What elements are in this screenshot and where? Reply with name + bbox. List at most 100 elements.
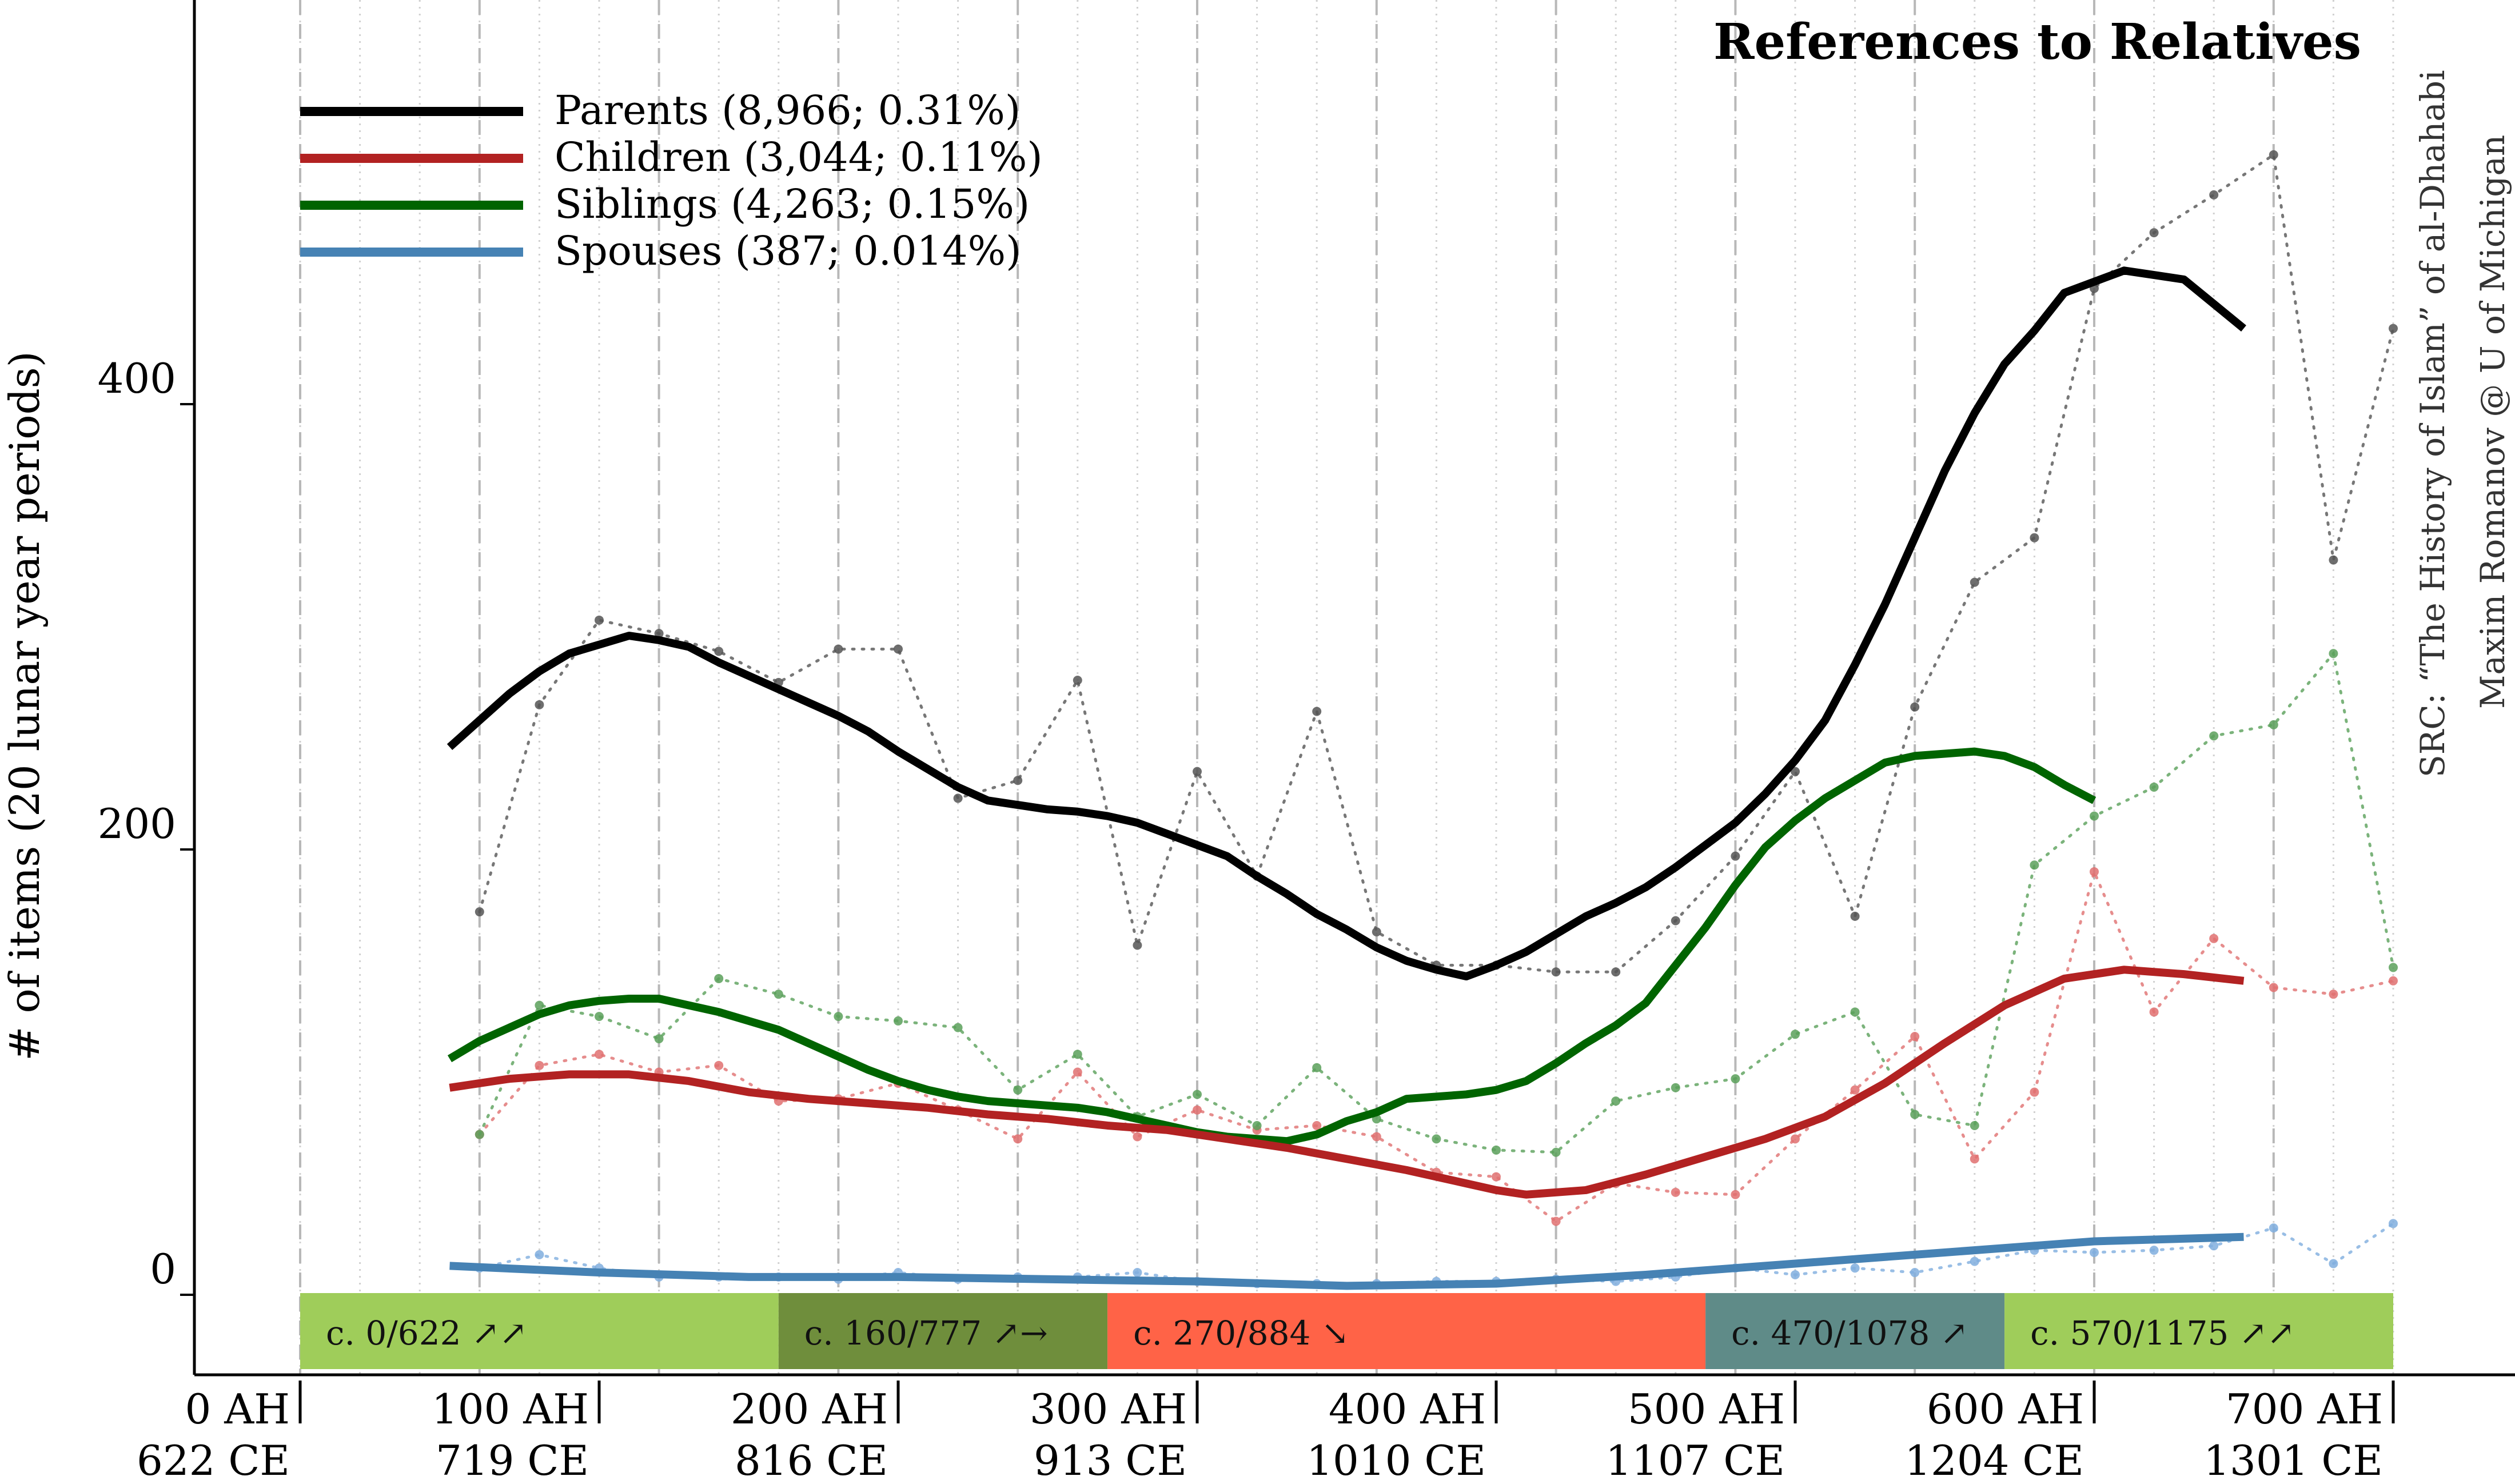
period-segment bbox=[778, 1293, 1108, 1369]
series-smoothed-line bbox=[447, 747, 2097, 1146]
y-tick-label: 400 bbox=[98, 354, 176, 402]
data-point bbox=[1850, 1263, 1860, 1273]
data-point bbox=[1013, 776, 1023, 785]
data-point bbox=[1551, 967, 1561, 977]
data-point bbox=[2209, 190, 2219, 200]
data-point bbox=[1133, 1132, 1142, 1142]
data-point bbox=[2209, 731, 2219, 741]
data-point bbox=[1910, 1110, 1920, 1119]
data-point bbox=[1910, 1268, 1920, 1278]
data-point bbox=[535, 1000, 544, 1010]
data-point bbox=[1671, 1187, 1680, 1197]
data-point bbox=[1731, 851, 1740, 861]
data-point bbox=[2090, 1247, 2099, 1257]
x-tick-label-ah: 400 AH bbox=[1329, 1385, 1486, 1433]
data-point bbox=[1791, 1030, 1800, 1039]
data-points bbox=[475, 150, 2398, 1288]
legend-label: Parents (8,966; 0.31%) bbox=[555, 87, 1021, 134]
data-point bbox=[2329, 990, 2338, 999]
data-point bbox=[1432, 1134, 1441, 1144]
x-tick-label-ce: 719 CE bbox=[436, 1437, 589, 1484]
data-point bbox=[1970, 1256, 1979, 1266]
data-point bbox=[2389, 1219, 2398, 1228]
data-point bbox=[1133, 1268, 1142, 1278]
data-point bbox=[774, 990, 783, 999]
data-point bbox=[1731, 1190, 1740, 1199]
source-credit: SRC: “The History of Islam” of al-Dhahab… bbox=[2413, 70, 2452, 777]
data-point bbox=[1193, 1105, 1202, 1115]
data-point bbox=[1850, 1085, 1860, 1095]
data-point bbox=[714, 1060, 724, 1070]
period-segment bbox=[300, 1293, 779, 1369]
data-point bbox=[1252, 1120, 1262, 1130]
data-point bbox=[714, 974, 724, 983]
data-point bbox=[1133, 940, 1142, 950]
data-point bbox=[1013, 1085, 1023, 1095]
data-point bbox=[1910, 702, 1920, 712]
data-point bbox=[1492, 1172, 1501, 1182]
legend-label: Children (3,044; 0.11%) bbox=[555, 134, 1043, 181]
data-point bbox=[1193, 1090, 1202, 1099]
data-point bbox=[1850, 1007, 1860, 1017]
x-tick-label-ce: 622 CE bbox=[137, 1437, 290, 1484]
y-tick-label: 200 bbox=[98, 800, 176, 848]
legend: Parents (8,966; 0.31%)Children (3,044; 0… bbox=[300, 87, 1043, 274]
period-label: c. 270/884 ↘ bbox=[1133, 1314, 1349, 1353]
y-axis-title: # of items (20 lunar year periods) bbox=[1, 351, 49, 1061]
data-point bbox=[1073, 1067, 1082, 1077]
legend-label: Siblings (4,263; 0.15%) bbox=[555, 181, 1030, 228]
x-tick-label-ah: 600 AH bbox=[1927, 1385, 2084, 1433]
x-tick-label-ah: 100 AH bbox=[432, 1385, 589, 1433]
data-point bbox=[1312, 1120, 1322, 1130]
data-point bbox=[475, 1130, 484, 1139]
data-point bbox=[2329, 649, 2338, 659]
x-tick-label-ce: 816 CE bbox=[735, 1437, 888, 1484]
data-point bbox=[654, 1034, 664, 1044]
x-tick-label-ce: 1010 CE bbox=[1306, 1437, 1486, 1484]
data-point bbox=[953, 793, 963, 803]
data-point bbox=[2090, 867, 2099, 876]
data-point bbox=[1073, 675, 1082, 685]
data-point bbox=[535, 1250, 544, 1259]
data-point bbox=[1791, 767, 1800, 776]
data-point bbox=[2090, 811, 2099, 821]
period-label: c. 0/622 ↗↗ bbox=[326, 1314, 527, 1353]
data-point bbox=[2149, 1007, 2159, 1017]
data-point bbox=[2030, 860, 2039, 870]
data-point bbox=[1372, 1132, 1381, 1142]
series-smoothed-line bbox=[447, 266, 2246, 981]
data-point bbox=[2269, 720, 2278, 729]
data-point bbox=[894, 1016, 903, 1026]
data-point bbox=[1910, 1032, 1920, 1042]
data-point bbox=[1013, 1134, 1023, 1144]
x-tick-label-ce: 1301 CE bbox=[2203, 1437, 2383, 1484]
period-label: c. 470/1078 ↗ bbox=[1731, 1314, 1968, 1353]
data-point bbox=[2209, 934, 2219, 943]
data-point bbox=[1671, 1083, 1680, 1092]
data-point bbox=[1312, 1063, 1322, 1072]
chart-title: References to Relatives bbox=[1713, 13, 2361, 71]
data-point bbox=[1850, 911, 1860, 921]
period-segment bbox=[1107, 1293, 1706, 1369]
data-point bbox=[1551, 1216, 1561, 1226]
series-smoothed-line bbox=[449, 1232, 2244, 1290]
data-point bbox=[2389, 976, 2398, 986]
data-point bbox=[595, 1012, 604, 1022]
data-point bbox=[1791, 1134, 1800, 1144]
data-point bbox=[2269, 1223, 2278, 1233]
data-point bbox=[1731, 1074, 1740, 1084]
legend-label: Spouses (387; 0.014%) bbox=[555, 228, 1021, 274]
smoothed-lines bbox=[447, 266, 2246, 1290]
data-point bbox=[2030, 533, 2039, 542]
data-point bbox=[1970, 577, 1979, 587]
data-point bbox=[475, 907, 484, 917]
data-point bbox=[2149, 782, 2159, 792]
x-tick-label-ah: 700 AH bbox=[2226, 1385, 2383, 1433]
data-point bbox=[654, 629, 664, 639]
data-point bbox=[1492, 1145, 1501, 1155]
period-label: c. 570/1175 ↗↗ bbox=[2030, 1314, 2295, 1353]
x-tick-label-ah: 300 AH bbox=[1030, 1385, 1187, 1433]
author-credit: Maxim Romanov @ U of Michigan bbox=[2473, 135, 2512, 709]
x-tick-label-ah: 200 AH bbox=[731, 1385, 888, 1433]
